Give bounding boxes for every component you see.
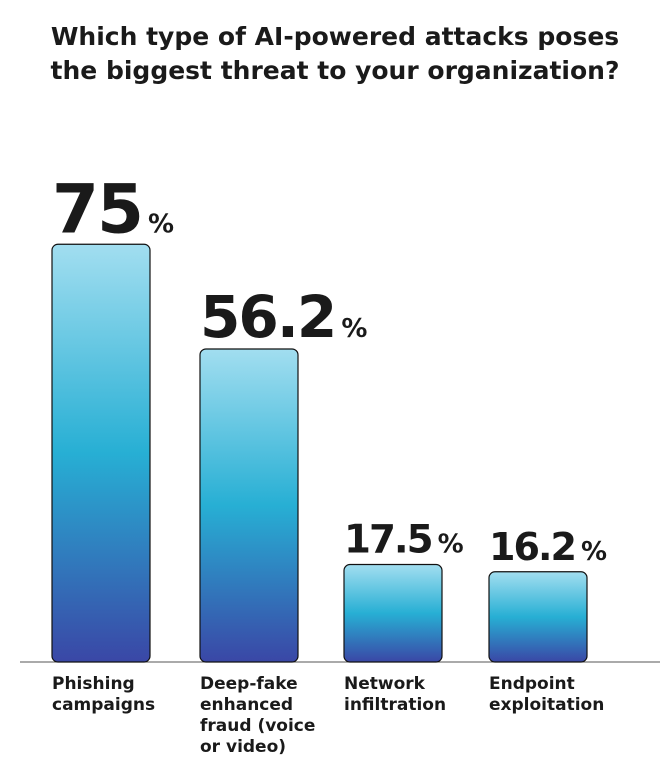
bar xyxy=(199,348,299,663)
category-label: Endpoint exploitation xyxy=(489,674,605,715)
category-label: Network infiltration xyxy=(344,674,447,715)
category-label: Deep-fake enhanced fraud (voice or video… xyxy=(200,674,316,757)
category-label: Phishing campaigns xyxy=(52,674,156,715)
bar xyxy=(343,563,443,663)
chart-title: Which type of AI-powered attacks poses t… xyxy=(50,22,620,85)
value-label: 16.2% xyxy=(489,525,607,569)
value-label: 56.2% xyxy=(200,283,367,351)
bar xyxy=(488,571,588,663)
bar xyxy=(51,243,151,663)
value-label: 75% xyxy=(52,169,174,248)
value-label: 17.5% xyxy=(344,518,464,563)
